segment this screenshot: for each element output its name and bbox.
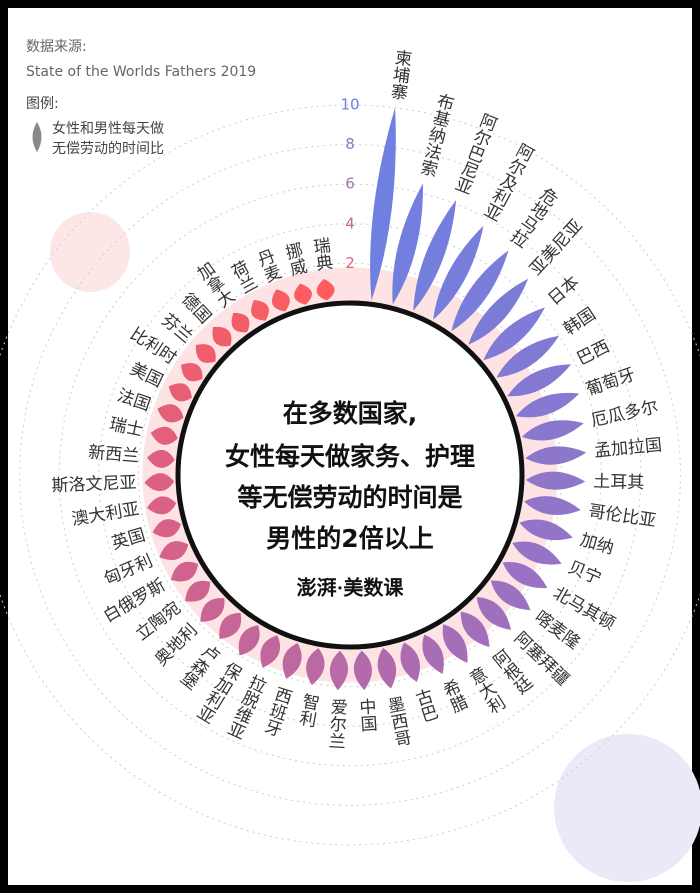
petal xyxy=(150,426,178,445)
petal xyxy=(451,250,509,332)
r-tick-label: 2 xyxy=(345,254,355,272)
legend-text: 无偿劳动的时间比 xyxy=(52,141,164,157)
petal xyxy=(168,383,192,402)
petal xyxy=(400,642,420,683)
source-label: 数据来源: xyxy=(26,39,87,55)
grid-ring xyxy=(98,223,602,727)
petal xyxy=(294,283,312,305)
petal xyxy=(231,312,250,333)
petal xyxy=(306,648,325,686)
legend-icon xyxy=(32,122,42,152)
petal xyxy=(185,580,211,602)
category-label: 斯洛文尼亚 xyxy=(51,473,137,496)
petal xyxy=(147,449,175,468)
petal xyxy=(370,107,396,301)
category-label: 新西兰 xyxy=(87,443,140,467)
petal xyxy=(512,541,562,565)
legend-label: 图例: xyxy=(26,96,59,112)
petal xyxy=(519,519,573,541)
petal xyxy=(200,598,225,622)
petal xyxy=(260,635,281,668)
petal xyxy=(525,446,587,465)
decor-circle xyxy=(50,212,130,292)
petal xyxy=(523,496,581,516)
petal xyxy=(195,344,216,363)
petal xyxy=(271,289,290,312)
petal xyxy=(442,624,468,663)
petal xyxy=(483,307,545,361)
petal xyxy=(507,364,572,397)
r-tick-label: 8 xyxy=(345,135,355,153)
petal xyxy=(159,541,189,561)
petal xyxy=(144,473,175,492)
center-text: 等无偿劳动的时间是 xyxy=(237,483,462,512)
decor-circle xyxy=(554,734,700,882)
petal xyxy=(460,611,490,648)
brand: 澎湃·美数课 xyxy=(297,576,405,600)
petal xyxy=(377,647,397,689)
petal xyxy=(502,561,548,589)
petal xyxy=(468,278,529,345)
center-text: 男性的2倍以上 xyxy=(266,524,433,553)
r-tick-label: 4 xyxy=(345,214,355,232)
center-text: 在多数国家, xyxy=(283,399,418,428)
petal xyxy=(476,597,512,630)
source: State of the Worlds Fathers 2019 xyxy=(26,64,256,80)
petal xyxy=(329,650,348,691)
grid-ring xyxy=(19,144,681,806)
grid-ring xyxy=(58,183,642,767)
category-label: 土耳其 xyxy=(593,472,645,493)
center-circle xyxy=(175,300,525,650)
petal xyxy=(353,650,372,691)
petal xyxy=(152,519,182,538)
petal xyxy=(212,326,232,347)
petal xyxy=(251,299,269,321)
r-tick-label: 6 xyxy=(345,175,355,193)
petal xyxy=(316,278,335,301)
legend-text: 女性和男性每天做 xyxy=(52,120,164,137)
petal xyxy=(413,200,457,311)
petal xyxy=(490,580,531,611)
petal xyxy=(282,642,302,679)
petal xyxy=(433,225,484,320)
petal xyxy=(422,634,444,675)
petal xyxy=(146,496,177,515)
petal xyxy=(157,404,184,423)
petal xyxy=(392,183,424,305)
petal xyxy=(521,420,584,441)
category-label: 中国 xyxy=(355,697,377,732)
petal xyxy=(219,612,242,640)
center-text: 女性每天做家务、护理 xyxy=(225,442,475,471)
petal xyxy=(525,471,586,490)
r-tick-label: 10 xyxy=(340,96,359,114)
category-label: 爱尔兰 xyxy=(324,698,347,750)
petal xyxy=(181,362,203,382)
petal xyxy=(496,335,560,378)
petal xyxy=(170,561,199,582)
petal xyxy=(515,392,580,418)
petal xyxy=(238,625,260,656)
